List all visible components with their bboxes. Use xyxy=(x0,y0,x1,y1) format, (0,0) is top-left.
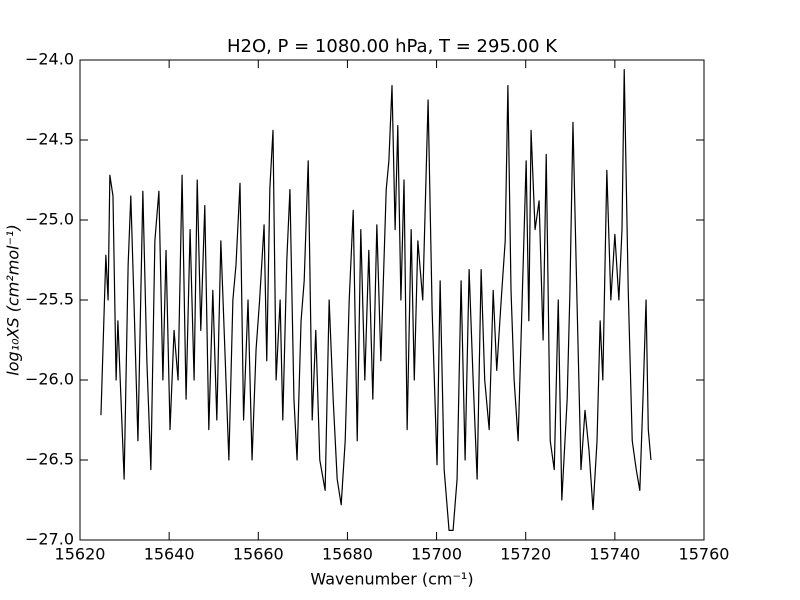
spectrum-line xyxy=(100,69,652,531)
plot-area xyxy=(100,69,652,531)
x-tick-label: 15680 xyxy=(322,545,373,564)
y-tick-label: −25.5 xyxy=(25,290,74,309)
x-tick-label: 15620 xyxy=(55,545,106,564)
y-tick-label: −25.0 xyxy=(25,210,74,229)
x-tick-label: 15760 xyxy=(679,545,730,564)
y-tick-label: −26.0 xyxy=(25,370,74,389)
chart-title: H2O, P = 1080.00 hPa, T = 295.00 K xyxy=(227,36,558,57)
x-tick-label: 15660 xyxy=(233,545,284,564)
y-tick-label: −26.5 xyxy=(25,450,74,469)
y-tick-label: −24.0 xyxy=(25,50,74,69)
y-tick-label: −24.5 xyxy=(25,130,74,149)
x-tick-label: 15720 xyxy=(500,545,551,564)
x-tick-label: 15740 xyxy=(589,545,640,564)
y-tick-label: −27.0 xyxy=(25,530,74,549)
x-axis-label: Wavenumber (cm⁻¹) xyxy=(310,570,473,589)
y-axis-label: log₁₀XS (cm²mol⁻¹) xyxy=(4,224,23,375)
x-tick-label: 15700 xyxy=(411,545,462,564)
x-tick-label: 15640 xyxy=(144,545,195,564)
